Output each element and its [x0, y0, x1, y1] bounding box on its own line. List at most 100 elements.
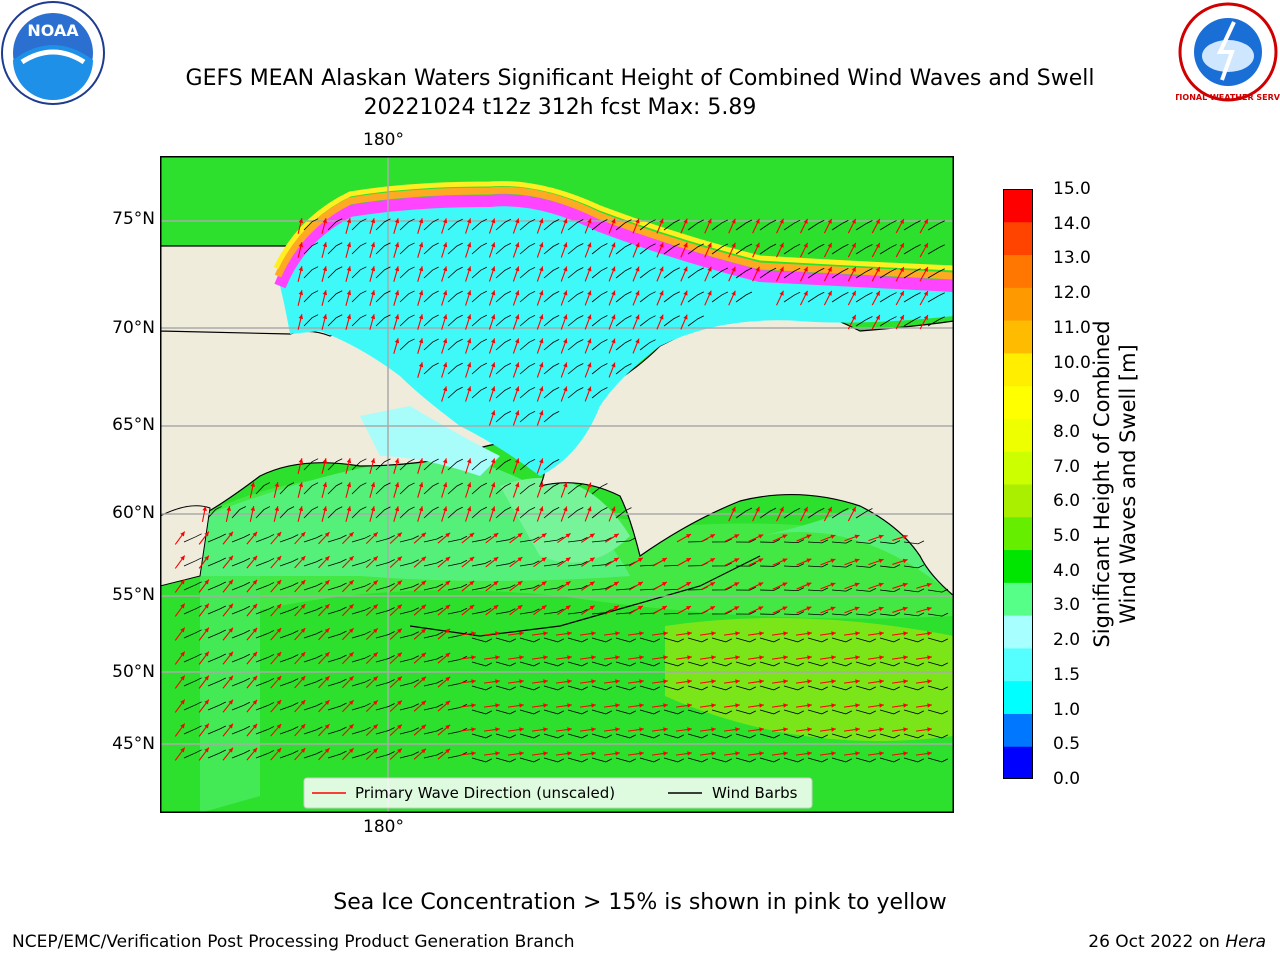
wind-barb — [687, 733, 709, 739]
wind-barb — [879, 564, 901, 569]
wind-barb — [855, 268, 873, 279]
wave-arrow-head — [879, 679, 884, 684]
wave-arrow-head — [515, 338, 520, 344]
wave-arrow-head — [615, 751, 620, 756]
wave-arrow-head — [563, 338, 568, 344]
wind-barb — [663, 315, 680, 327]
wave-arrow-head — [466, 386, 472, 392]
wind-barb — [423, 338, 439, 351]
wave-arrow-head — [807, 727, 812, 732]
colorbar-cell — [1003, 549, 1033, 583]
wind-barb — [759, 219, 777, 231]
wave-arrow-head — [370, 290, 376, 296]
wind-barb — [303, 314, 319, 327]
wave-arrow-head — [735, 751, 740, 756]
wind-barb — [543, 219, 560, 231]
wave-arrow-head — [923, 291, 928, 297]
wave-arrow-head — [418, 218, 424, 224]
wave-arrow-head — [421, 532, 426, 538]
wave-arrow-head — [755, 266, 760, 272]
wind-barb — [519, 386, 536, 399]
wave-arrow-head — [903, 631, 908, 636]
wind-barb — [543, 411, 560, 423]
wave-arrow-head — [228, 579, 233, 585]
wave-arrow-head — [515, 410, 520, 416]
wind-barb — [591, 219, 608, 231]
wave-arrow-head — [875, 314, 880, 320]
colorbar-tick-label: 6.0 — [1053, 491, 1081, 512]
wave-arrow-head — [421, 628, 426, 634]
wind-barb — [927, 588, 949, 593]
wave-arrow-head — [204, 651, 209, 657]
wind-barb — [639, 339, 656, 351]
sea-ice-layer — [273, 181, 954, 476]
wind-barb — [591, 609, 612, 615]
wave-arrow-head — [686, 558, 692, 563]
wind-barb — [711, 538, 732, 543]
wave-arrow-head — [372, 724, 378, 730]
wind-barb — [471, 584, 492, 591]
wave-arrow-head — [324, 604, 330, 609]
wave-arrow-head — [541, 557, 547, 562]
wave-arrow-head — [442, 338, 448, 344]
lat-label-60: 60°N — [112, 503, 155, 523]
wind-barb — [735, 562, 757, 567]
wave-arrow-head — [445, 532, 451, 538]
wind-barb — [591, 537, 612, 543]
wind-barb — [687, 661, 709, 667]
wind-barb — [447, 458, 463, 471]
wave-arrow-head — [927, 751, 932, 756]
wind-barb — [591, 757, 613, 763]
colorbar-tick-label: 12.0 — [1053, 283, 1091, 304]
wind-barb — [375, 458, 391, 471]
wave-arrow-head — [445, 748, 451, 754]
wave-arrow-head — [445, 700, 451, 706]
wave-arrow-head — [515, 290, 520, 296]
wave-arrow-head — [567, 679, 572, 684]
wind-barb — [879, 637, 901, 643]
colorbar-tick-label: 0.5 — [1053, 734, 1081, 755]
wind-barb — [903, 316, 921, 327]
wind-barb — [567, 243, 584, 255]
wave-arrow-head — [348, 724, 354, 730]
wave-arrow-head — [827, 266, 832, 272]
wind-barb — [471, 506, 488, 519]
wave-arrow-head — [923, 267, 928, 273]
wind-barb — [591, 483, 608, 495]
wind-barb — [279, 678, 299, 687]
wave-arrow-head — [683, 314, 688, 320]
wave-arrow-head — [466, 218, 472, 224]
wind-barb — [447, 290, 463, 303]
wind-barb — [735, 538, 757, 543]
wave-arrow-head — [418, 266, 424, 272]
wind-barb — [615, 363, 632, 375]
wind-barb — [615, 661, 637, 667]
wave-arrow-head — [471, 751, 476, 756]
wind-barb — [279, 482, 295, 495]
wave-arrow-head — [830, 606, 836, 611]
wave-arrow-head — [370, 266, 376, 272]
wave-arrow-head — [346, 314, 352, 320]
wave-arrow-head — [372, 604, 378, 610]
wave-arrow-head — [587, 266, 592, 272]
wind-barb — [519, 661, 541, 667]
wave-arrow-head — [711, 655, 716, 660]
wind-barb — [375, 314, 391, 327]
wind-barb — [711, 733, 733, 739]
wind-barb — [447, 362, 463, 375]
colorbar-cell — [1003, 746, 1033, 779]
ice-light-region — [360, 406, 500, 476]
wind-barb — [831, 292, 849, 303]
wind-barb — [759, 733, 781, 739]
wind-barb — [687, 685, 709, 691]
wave-arrow-head — [519, 751, 524, 756]
wind-barb — [351, 506, 367, 519]
wind-barb — [903, 612, 925, 617]
wave-arrow-head — [734, 582, 740, 587]
wind-barb — [687, 637, 709, 643]
wind-barb — [447, 506, 463, 519]
wave-arrow-head — [539, 506, 544, 512]
wind-barb — [327, 506, 343, 519]
wave-arrow-head — [831, 751, 836, 756]
wave-arrow-head — [495, 703, 500, 708]
